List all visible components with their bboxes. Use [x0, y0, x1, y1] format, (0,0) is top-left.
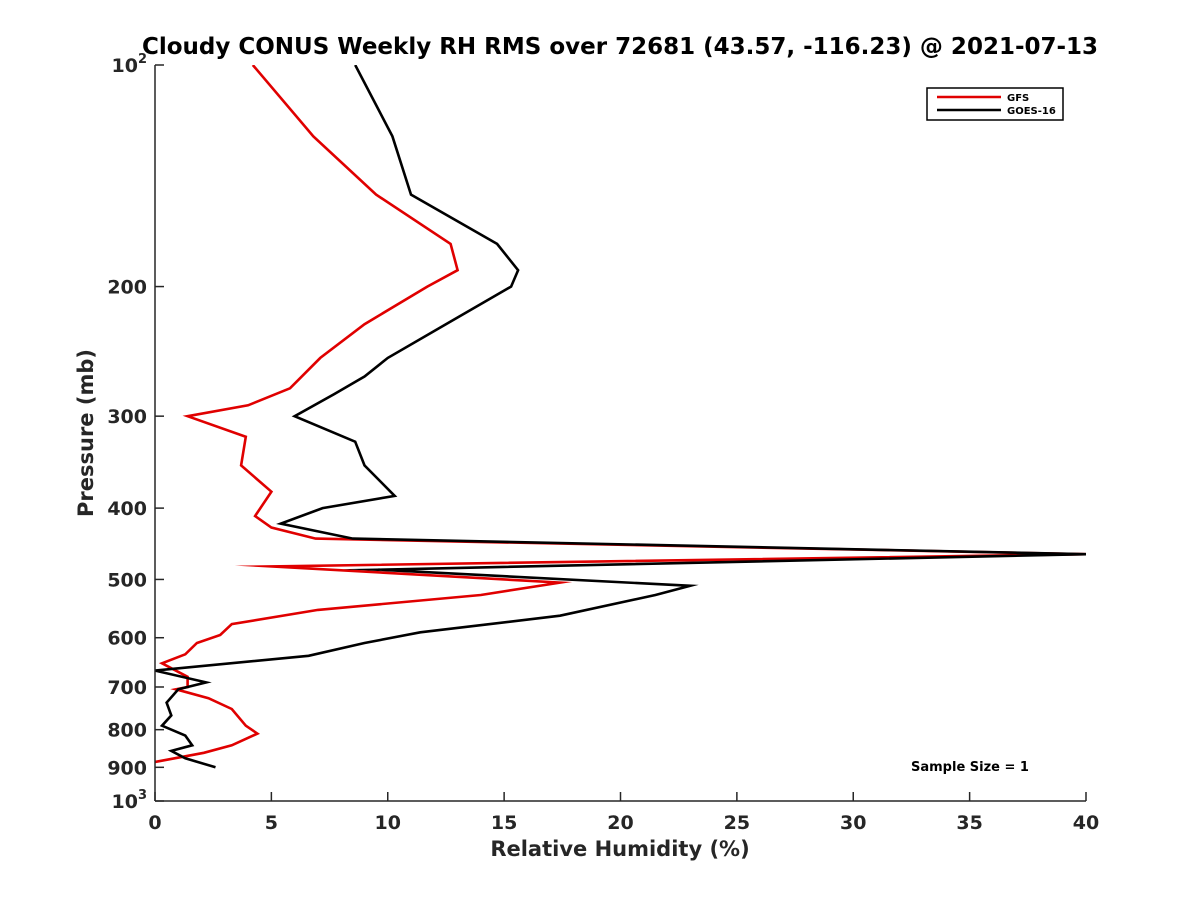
series-layer [155, 65, 1086, 769]
chart-title: Cloudy CONUS Weekly RH RMS over 72681 (4… [142, 34, 1098, 60]
x-tick-label: 15 [491, 812, 517, 834]
x-tick-label: 10 [375, 812, 401, 834]
y-tick-label: 700 [107, 677, 147, 699]
x-ticks: 0 5 10 15 20 25 30 35 40 [148, 792, 1099, 834]
y-tick-label: 103 [112, 788, 148, 813]
x-tick-label: 30 [840, 812, 866, 834]
legend-label-goes16: GOES-16 [1007, 106, 1056, 117]
x-axis-label: Relative Humidity (%) [490, 837, 749, 861]
y-tick-label: 200 [107, 277, 147, 299]
y-tick-label: 500 [107, 569, 147, 591]
series-line-goes16 [155, 65, 1086, 769]
y-ticks: 102 200 300 400 500 600 700 800 900 103 [107, 52, 164, 813]
x-tick-label: 0 [148, 812, 161, 834]
series-line-gfs [155, 65, 1086, 764]
x-tick-label: 40 [1073, 812, 1099, 834]
y-tick-label: 600 [107, 628, 147, 650]
y-tick-label: 300 [107, 406, 147, 428]
x-tick-label: 5 [265, 812, 278, 834]
y-tick-label: 400 [107, 498, 147, 520]
y-tick-label: 800 [107, 720, 147, 742]
x-tick-label: 35 [956, 812, 982, 834]
x-tick-label: 25 [724, 812, 750, 834]
sample-size-note: Sample Size = 1 [911, 760, 1029, 775]
x-tick-label: 20 [607, 812, 633, 834]
y-tick-label: 102 [112, 52, 148, 77]
plot-area [155, 65, 1086, 769]
y-axis-label: Pressure (mb) [74, 349, 98, 517]
legend: GFS GOES-16 [926, 87, 1064, 121]
legend-label-gfs: GFS [1007, 93, 1029, 104]
y-tick-label: 900 [107, 757, 147, 779]
legend-box [926, 87, 1064, 121]
